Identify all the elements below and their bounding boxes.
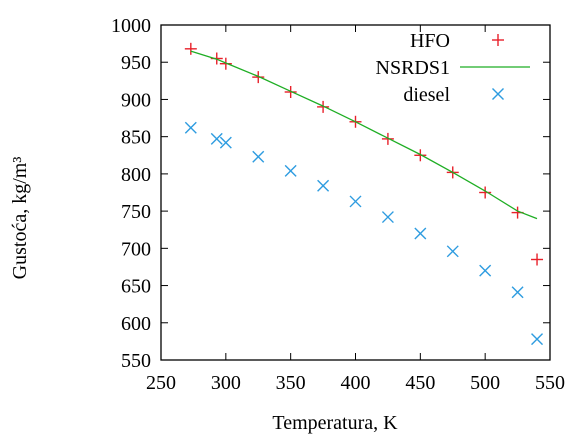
y-tick-label: 600 (121, 313, 151, 335)
data-point (184, 121, 197, 134)
data-point (479, 186, 492, 199)
data-point (219, 136, 232, 149)
cross-b (511, 286, 524, 299)
series-nsrds1 (190, 50, 538, 220)
legend-label: diesel (403, 84, 450, 106)
cross-b (492, 88, 504, 100)
cross-b (414, 227, 427, 240)
cross-b (317, 179, 330, 192)
legend-cross-swatch (492, 88, 504, 100)
data-point (317, 100, 330, 113)
y-tick-label: 800 (121, 164, 151, 186)
legend: HFO NSRDS1 diesel (376, 30, 530, 106)
cross-b (381, 211, 394, 224)
series-line (190, 50, 538, 220)
cross-b (479, 264, 492, 277)
data-point (210, 132, 223, 145)
x-tick-label: 400 (341, 372, 371, 394)
y-tick-label: 950 (121, 52, 151, 74)
x-tick-label: 350 (276, 372, 306, 394)
cross-b (252, 150, 265, 163)
cross-b (219, 136, 232, 149)
cross-b (284, 164, 297, 177)
y-tick-label: 850 (121, 127, 151, 149)
y-tick-label: 650 (121, 276, 151, 298)
y-tick-label: 750 (121, 201, 151, 223)
x-tick-label: 300 (211, 372, 241, 394)
y-tick-label: 1000 (111, 15, 151, 37)
x-tick-label: 450 (405, 372, 435, 394)
legend-plus-swatch (492, 34, 504, 46)
legend-label: NSRDS1 (376, 57, 450, 79)
data-point (317, 179, 330, 192)
data-point (349, 195, 362, 208)
cross-b (184, 121, 197, 134)
y-tick-label: 550 (121, 350, 151, 372)
cross-b (446, 245, 459, 258)
y-tick-label: 700 (121, 238, 151, 260)
data-point (531, 333, 544, 346)
data-point (184, 42, 197, 55)
cross-b (531, 333, 544, 346)
x-tick-label: 250 (146, 372, 176, 394)
legend-item-nsrds1: NSRDS1 (376, 57, 530, 79)
plot-frame (160, 24, 551, 361)
series-marks (184, 42, 544, 346)
legend-item-hfo: HFO (410, 30, 504, 52)
axis-ticks (160, 24, 551, 361)
data-point (252, 71, 265, 84)
data-point (414, 149, 427, 162)
data-point (446, 245, 459, 258)
plot-border (160, 24, 551, 361)
x-tick-label: 500 (470, 372, 500, 394)
data-point (511, 286, 524, 299)
data-point (381, 211, 394, 224)
x-tick-label: 550 (535, 372, 565, 394)
series-hfo (184, 42, 544, 266)
series-diesel (184, 121, 544, 346)
data-point (252, 150, 265, 163)
cross-b (349, 195, 362, 208)
legend-item-diesel: diesel (403, 84, 504, 106)
y-axis-label: Gustoća, kg/m³ (9, 157, 31, 280)
tick-labels: 250 300 350 400 450 500 550 550 600 650 700 750 800 8… (111, 15, 565, 394)
x-axis-label: Temperatura, K (272, 412, 398, 434)
data-point (414, 227, 427, 240)
data-point (531, 253, 544, 266)
legend-label: HFO (410, 30, 450, 52)
y-tick-label: 900 (121, 89, 151, 111)
data-point (284, 86, 297, 98)
data-point (479, 264, 492, 277)
data-point (284, 164, 297, 177)
cross-b (210, 132, 223, 145)
